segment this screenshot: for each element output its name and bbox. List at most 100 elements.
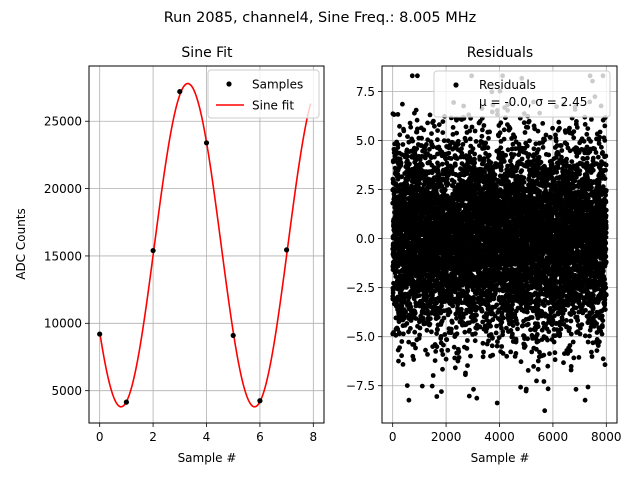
residual-point xyxy=(487,129,492,135)
residual-point xyxy=(467,136,473,142)
residual-point xyxy=(488,160,494,166)
residual-point xyxy=(406,339,412,345)
residual-point xyxy=(440,352,446,357)
residual-point xyxy=(391,112,397,117)
residual-point xyxy=(450,303,456,309)
sine-fit-ytick-label: 10000 xyxy=(44,317,82,331)
residual-point xyxy=(473,139,479,144)
residual-point xyxy=(408,304,414,310)
residual-point xyxy=(397,156,403,162)
residual-point xyxy=(405,153,410,159)
residual-point xyxy=(521,120,527,126)
residual-point xyxy=(494,323,499,329)
residual-point xyxy=(425,352,430,357)
sample-point xyxy=(257,398,263,404)
residual-point xyxy=(441,315,447,321)
residual-point xyxy=(420,315,426,321)
residual-point xyxy=(494,183,499,189)
residual-point xyxy=(409,315,415,321)
sine-fit-marks xyxy=(97,82,312,408)
residual-point xyxy=(515,326,520,332)
residual-point xyxy=(474,312,479,318)
sine-fit-xtick-label: 2 xyxy=(149,430,157,444)
residual-point xyxy=(469,124,475,130)
residual-point xyxy=(451,179,457,185)
sample-point xyxy=(97,331,103,337)
residual-point xyxy=(494,400,500,406)
residual-point xyxy=(497,130,503,136)
residual-point xyxy=(519,168,525,174)
residual-point xyxy=(490,335,495,341)
sine-fit-xtick-label: 6 xyxy=(256,430,264,444)
residual-point xyxy=(423,347,428,353)
residual-point xyxy=(419,383,425,389)
residual-point xyxy=(514,321,520,327)
residual-point xyxy=(474,395,480,401)
sine-fit-legend: Samples Sine fit xyxy=(207,69,320,119)
residual-point xyxy=(518,359,524,365)
sine-fit-title: Sine Fit xyxy=(181,45,233,61)
legend-samples-label: Samples xyxy=(252,78,303,92)
residual-point xyxy=(415,126,420,132)
residual-point xyxy=(417,332,422,338)
residual-point xyxy=(430,293,435,298)
residual-point xyxy=(499,344,505,349)
residual-point xyxy=(430,144,436,150)
residual-point xyxy=(456,355,462,360)
residual-point xyxy=(404,182,410,188)
residual-point xyxy=(442,187,448,193)
residual-point xyxy=(481,123,487,128)
sine-fit-xtick-label: 4 xyxy=(203,430,211,444)
residual-point xyxy=(454,130,459,136)
legend-samples-marker xyxy=(226,81,232,87)
residual-point xyxy=(456,349,462,354)
sample-point xyxy=(123,399,129,405)
sample-point xyxy=(230,332,236,339)
residual-point xyxy=(472,338,478,344)
residual-point xyxy=(397,123,402,129)
residual-point xyxy=(444,337,450,343)
residual-point xyxy=(393,332,399,338)
residual-point xyxy=(439,161,445,167)
residual-point xyxy=(409,183,414,189)
residual-point xyxy=(419,135,424,141)
residual-point xyxy=(493,330,499,336)
residual-point xyxy=(406,397,412,403)
residual-point xyxy=(429,329,434,335)
residual-point xyxy=(498,145,504,151)
residual-point xyxy=(427,112,433,118)
residual-point xyxy=(471,386,476,392)
sine-fit-xlabel: Sample # xyxy=(178,451,237,465)
residual-point xyxy=(480,354,486,360)
sine-fit-ylabel: ADC Counts xyxy=(14,208,28,280)
residual-point xyxy=(492,172,498,178)
residual-point xyxy=(504,353,510,359)
residual-point xyxy=(486,152,492,158)
residual-point xyxy=(511,152,517,158)
residual-point xyxy=(440,366,445,372)
residual-point xyxy=(480,340,486,346)
residual-point xyxy=(435,128,440,134)
residual-point xyxy=(445,181,451,187)
residual-point xyxy=(463,138,469,144)
residual-point xyxy=(473,317,478,323)
residual-point xyxy=(400,101,405,107)
residuals-marks xyxy=(390,73,609,414)
residual-point xyxy=(486,135,491,141)
residual-point xyxy=(397,331,402,337)
residual-point xyxy=(434,394,440,399)
residual-point xyxy=(432,123,437,129)
sample-point xyxy=(284,247,290,253)
sample-point xyxy=(150,247,156,254)
residual-point xyxy=(441,342,446,348)
residual-point xyxy=(494,302,500,308)
sine-fit-xtick-label: 8 xyxy=(309,430,317,444)
sample-point xyxy=(203,140,210,146)
residual-point xyxy=(468,353,473,359)
residual-point xyxy=(453,162,458,168)
residual-point xyxy=(499,319,505,325)
residual-point xyxy=(464,346,470,351)
residual-point xyxy=(429,131,434,137)
residual-point xyxy=(408,326,413,331)
